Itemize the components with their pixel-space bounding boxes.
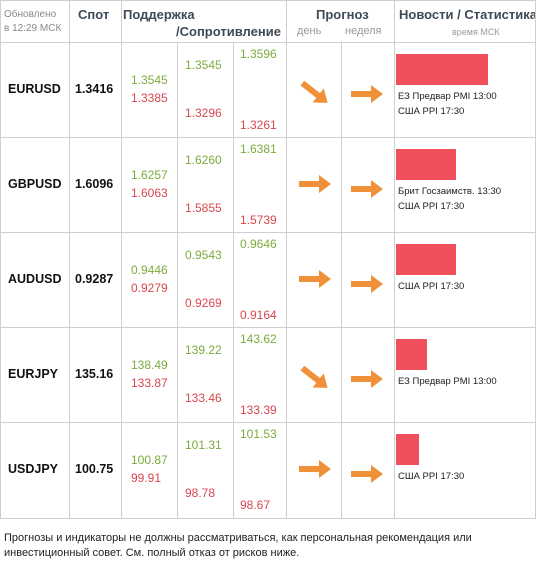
news-item[interactable]: США PPI 17:30 [398, 471, 465, 482]
news-importance-bar [396, 339, 427, 370]
news-item[interactable]: США PPI 17:30 [398, 106, 465, 117]
row-separator [0, 232, 536, 233]
support-resistance-1-upper: 1.6257 [131, 168, 168, 182]
support-resistance-3-lower: 133.39 [240, 403, 277, 417]
table-bottom-border [0, 518, 536, 519]
forecast-week-right-icon [349, 461, 385, 487]
support-resistance-3-upper: 1.6381 [240, 142, 277, 156]
forecast-day-label: день [297, 25, 322, 37]
support-resistance-2-upper: 0.9543 [185, 248, 222, 262]
pair-name: EURJPY [8, 367, 59, 381]
table-top-border [0, 0, 536, 1]
pair-name: EURUSD [8, 82, 61, 96]
support-resistance-3-lower: 1.3261 [240, 118, 277, 132]
support-resistance-1-upper: 0.9446 [131, 263, 168, 277]
support-resistance-3-lower: 0.9164 [240, 308, 277, 322]
row-separator [0, 137, 536, 138]
support-resistance-1-upper: 138.49 [131, 358, 168, 372]
news-item[interactable]: Брит Госзаимств. 13:30 [398, 186, 502, 197]
news-item[interactable]: ЕЗ Предвар PMI 13:00 [398, 91, 497, 102]
border-left [0, 0, 1, 519]
support-resistance-1-lower: 99.91 [131, 471, 162, 485]
forecast-week-right-icon [349, 176, 385, 202]
support-resistance-2-lower: 133.46 [185, 391, 222, 405]
forecast-week-right-icon [349, 271, 385, 297]
support-header: Поддержка [123, 7, 195, 22]
support-resistance-1-lower: 133.87 [131, 376, 168, 390]
news-item[interactable]: ЕЗ Предвар PMI 13:00 [398, 376, 497, 387]
support-resistance-2-upper: 1.6260 [185, 153, 222, 167]
news-time-label: время МСК [452, 27, 500, 37]
support-resistance-3-upper: 143.62 [240, 332, 277, 346]
divider-levels-forecast [286, 0, 287, 519]
forecast-day-down-right-icon [297, 80, 333, 106]
support-resistance-3-upper: 1.3596 [240, 47, 277, 61]
divider-day-week [341, 42, 342, 519]
support-resistance-1-lower: 0.9279 [131, 281, 168, 295]
support-resistance-2-upper: 1.3545 [185, 58, 222, 72]
resistance-header: /Сопротивление [176, 24, 281, 39]
divider-level1-level2 [177, 42, 178, 519]
forecast-day-right-icon [297, 456, 333, 482]
spot-price: 0.9287 [75, 272, 114, 286]
news-importance-bar [396, 149, 456, 180]
disclaimer-text: Прогнозы и индикаторы не должны рассматр… [4, 532, 472, 559]
forecast-week-right-icon [349, 366, 385, 392]
support-resistance-3-lower: 1.5739 [240, 213, 277, 227]
support-resistance-2-lower: 0.9269 [185, 296, 222, 310]
row-separator [0, 422, 536, 423]
support-resistance-2-lower: 1.5855 [185, 201, 222, 215]
news-item[interactable]: США PPI 17:30 [398, 201, 465, 212]
divider-spot-support [121, 0, 122, 519]
pair-name: GBPUSD [8, 177, 62, 191]
support-resistance-2-lower: 1.3296 [185, 106, 222, 120]
updated-time: в 12:29 МСК [4, 23, 62, 34]
divider-pair-spot [69, 0, 70, 519]
forecast-header: Прогноз [316, 7, 369, 22]
support-resistance-1-lower: 1.3385 [131, 91, 168, 105]
support-resistance-2-upper: 101.31 [185, 438, 222, 452]
spot-price: 100.75 [75, 462, 114, 476]
support-resistance-2-lower: 98.78 [185, 486, 216, 500]
pair-name: USDJPY [8, 462, 59, 476]
forecast-day-right-icon [297, 171, 333, 197]
spot-price: 135.16 [75, 367, 114, 381]
support-resistance-3-upper: 101.53 [240, 427, 277, 441]
news-header: Новости / Статистика [399, 7, 536, 22]
support-resistance-3-lower: 98.67 [240, 498, 271, 512]
spot-header: Спот [78, 7, 110, 22]
row-separator [0, 42, 536, 43]
spot-price: 1.6096 [75, 177, 114, 191]
updated-label: Обновлено [4, 9, 57, 20]
forecast-week-right-icon [349, 81, 385, 107]
divider-level2-level3 [233, 42, 234, 519]
forecast-day-down-right-icon [297, 365, 333, 391]
news-importance-bar [396, 54, 488, 85]
news-importance-bar [396, 434, 419, 465]
forecast-week-label: неделя [345, 25, 382, 37]
support-resistance-1-lower: 1.6063 [131, 186, 168, 200]
news-importance-bar [396, 244, 456, 275]
support-resistance-1-upper: 1.3545 [131, 73, 168, 87]
forecast-day-right-icon [297, 266, 333, 292]
pair-name: AUDUSD [8, 272, 62, 286]
divider-forecast-news [394, 0, 395, 519]
spot-price: 1.3416 [75, 82, 114, 96]
support-resistance-2-upper: 139.22 [185, 343, 222, 357]
support-resistance-1-upper: 100.87 [131, 453, 168, 467]
news-item[interactable]: США PPI 17:30 [398, 281, 465, 292]
support-resistance-3-upper: 0.9646 [240, 237, 277, 251]
row-separator [0, 327, 536, 328]
